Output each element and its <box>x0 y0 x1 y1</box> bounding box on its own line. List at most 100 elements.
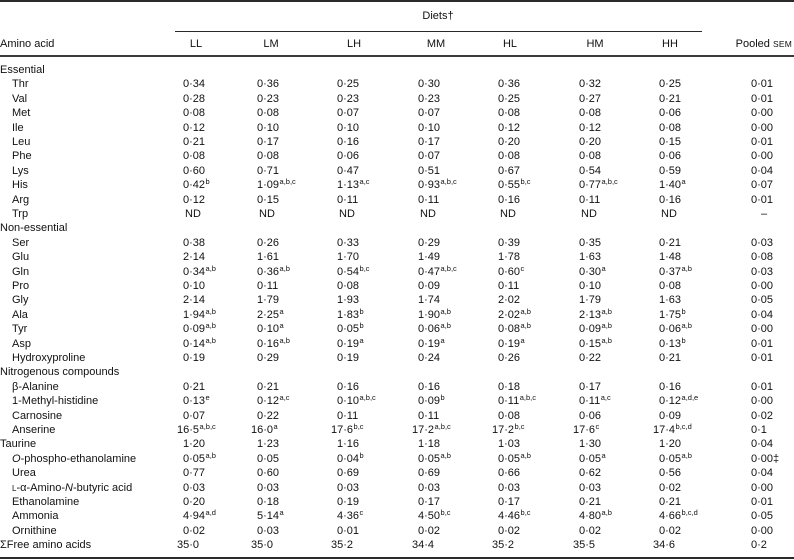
cell-value: 1·75 <box>659 308 682 321</box>
cell-hm: 0·10 <box>579 279 601 293</box>
cell-mm: 0·19a <box>418 336 445 351</box>
cell-hm: 0·17 <box>579 380 601 394</box>
significance-superscript: a,b <box>205 263 216 273</box>
significance-superscript: a,b,c <box>440 263 457 273</box>
cell-ll: 0·34 <box>183 77 205 91</box>
cell-value: 0·03 <box>418 481 441 494</box>
cell-mm: 1·49 <box>418 250 440 264</box>
cell-hm: 0·62 <box>579 466 601 480</box>
cell-mm: 4·50b,c <box>418 509 451 523</box>
cell-value: 0·39 <box>498 236 521 249</box>
cell-value: 0·09 <box>418 280 441 292</box>
significance-superscript: a,b <box>601 306 612 316</box>
cell-ll: 0·38 <box>183 236 205 250</box>
cell-ll: ND <box>185 207 201 221</box>
significance-superscript: a,b <box>279 335 290 345</box>
cell-hl: 2·02a,b <box>498 308 531 322</box>
cell-value: 2·14 <box>183 294 206 307</box>
significance-superscript: b,c,d <box>675 422 692 431</box>
cell-value: 0·47 <box>337 164 360 177</box>
cell-pooled-sem: 0·08 <box>751 251 774 264</box>
cell-hl: 0·55b,c <box>498 178 531 192</box>
significance-superscript: a,c <box>600 393 611 403</box>
significance-superscript: c <box>359 508 364 518</box>
cell-value: 0·12 <box>183 193 206 206</box>
row-label: Urea <box>12 467 36 480</box>
table-row: Ethanolamine 0·20 0·18 0·19 0·17 0·17 0·21 0·21… <box>0 495 794 509</box>
significance-superscript: b <box>681 306 686 316</box>
significance-superscript: b <box>205 177 210 187</box>
cell-value: 0·06 <box>418 323 441 336</box>
significance-superscript: a,b <box>279 263 290 273</box>
cell-value: 0·22 <box>257 409 280 422</box>
cell-lh: 0·08 <box>337 279 359 293</box>
table-row: Arg 0·12 0·15 0·11 0·11 0·16 0·11 0·16 0·01 <box>0 193 794 207</box>
cell-hh: 0·06a,b <box>659 322 692 336</box>
cell-value: 5·14 <box>257 510 280 523</box>
cell-pooled-sem: 0·1 <box>751 424 767 436</box>
cell-value: 0·08 <box>498 107 521 120</box>
cell-hh: 0·15 <box>659 135 681 149</box>
cell-pooled-sem: 0·00 <box>751 280 774 292</box>
cell-value: 0·12 <box>579 121 602 134</box>
cell-mm: 34·4 <box>412 538 434 552</box>
cell-value: 0·02 <box>418 524 441 537</box>
cell-hm: 17·6c <box>573 423 599 437</box>
cell-value: 0·60 <box>498 265 521 278</box>
table-row: Val 0·28 0·23 0·23 0·23 0·25 0·27 0·21 0·01 <box>0 92 794 106</box>
cell-lm: 0·29 <box>257 351 279 365</box>
cell-value: 0·62 <box>579 467 602 480</box>
total-row: ΣFree amino acids 35·0 35·0 35·2 34·4 35·2 35·… <box>0 538 794 552</box>
cell-pooled-sem: 0·01 <box>751 78 774 91</box>
significance-superscript: a,b <box>681 450 692 460</box>
cell-value: 0·05 <box>183 452 206 465</box>
cell-value: 0·05 <box>498 452 521 465</box>
cell-value: 0·06 <box>337 150 360 163</box>
cell-hl: 4·46b,c <box>498 509 531 523</box>
cell-value: 0·06 <box>659 150 682 163</box>
cell-value: 0·18 <box>257 496 280 508</box>
cell-hm: 0·05a <box>579 452 606 466</box>
row-label: Taurine <box>0 438 37 451</box>
cell-value: 0·16 <box>498 193 521 206</box>
cell-hm: 0·03 <box>579 481 601 495</box>
cell-lh: 17·6b,c <box>331 423 364 437</box>
cell-lh: 0·54b,c <box>337 264 370 279</box>
cell-value: 0·30 <box>418 78 441 91</box>
cell-lh: 0·16 <box>337 380 359 394</box>
cell-value: 0·11 <box>418 193 440 206</box>
cell-value: 0·10 <box>337 395 360 408</box>
cell-value: 1·09 <box>257 179 280 192</box>
cell-mm: 0·07 <box>418 106 440 120</box>
row-label: Gln <box>12 265 30 278</box>
cell-value: ND <box>185 208 201 220</box>
cell-value: 0·36 <box>498 78 521 91</box>
cell-lh: 0·07 <box>337 106 359 120</box>
cell-hh: 0·02 <box>659 481 681 495</box>
cell-value: 0·21 <box>659 352 682 364</box>
cell-ll: 16·5a,b,c <box>177 423 216 437</box>
cell-value: 0·09 <box>659 409 682 422</box>
cell-mm: 0·17 <box>418 495 440 509</box>
cell-value: 1·30 <box>579 438 602 451</box>
cell-lh: 0·11 <box>337 409 358 423</box>
cell-lh: ND <box>339 207 355 221</box>
cell-value: 0·19 <box>337 337 360 350</box>
cell-value: 0·03 <box>257 524 280 537</box>
cell-hm: 0·09a,b <box>579 322 612 336</box>
significance-superscript: a <box>681 177 686 187</box>
cell-hl: 0·02 <box>498 524 520 538</box>
significance-superscript: a <box>359 335 364 345</box>
table-row: Ornithine 0·02 0·03 0·01 0·02 0·02 0·02 0·02 0·0… <box>0 524 794 538</box>
cell-mm: 1·18 <box>418 437 440 451</box>
cell-value: ND <box>259 208 275 220</box>
cell-value: ND <box>420 208 436 220</box>
cell-value: 0·23 <box>418 92 441 105</box>
cell-value: 2·02 <box>498 294 521 307</box>
cell-value: 17·2 <box>492 424 515 436</box>
column-header-hl: HL <box>502 38 518 50</box>
significance-superscript: a <box>601 263 606 273</box>
cell-value: 0·03 <box>337 481 360 494</box>
significance-superscript: a <box>273 422 278 431</box>
significance-superscript: c <box>520 263 525 273</box>
